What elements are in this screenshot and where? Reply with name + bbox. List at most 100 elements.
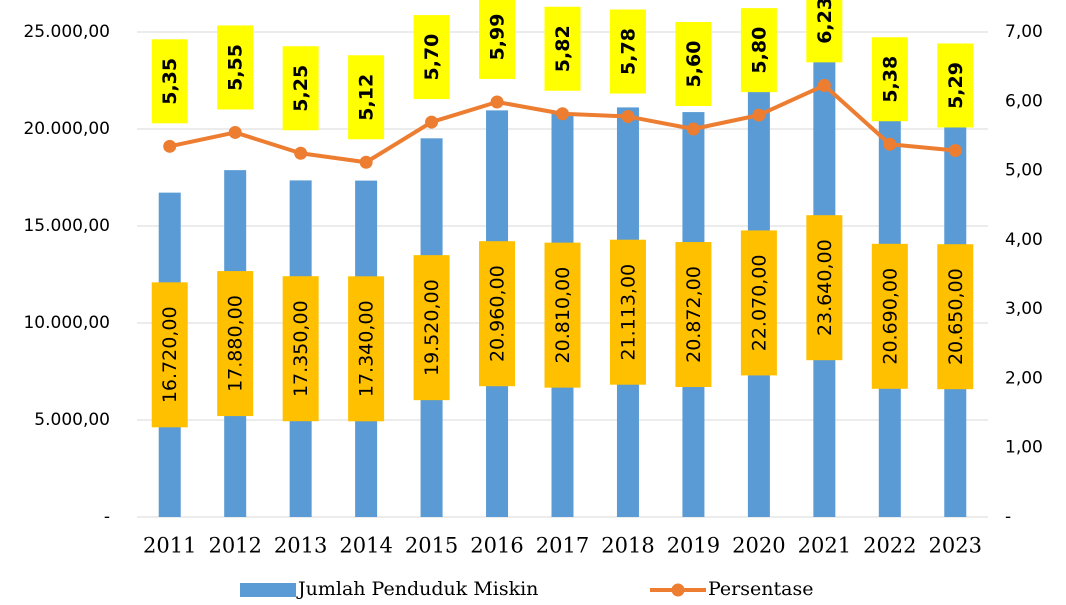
data-label-text: 5,25: [290, 65, 312, 112]
line-marker: [163, 139, 177, 153]
data-label-text: 20.690,00: [879, 268, 901, 365]
data-label: 22.070,00: [740, 230, 777, 376]
data-label-box: [871, 243, 908, 389]
legend-swatch-marker: [671, 583, 685, 597]
legend-label: Persentase: [708, 578, 813, 600]
data-label-text: 5,78: [617, 28, 639, 75]
data-label-box: [806, 215, 843, 361]
data-label-text: 19.520,00: [421, 279, 443, 376]
data-label-text: 5,38: [879, 56, 901, 103]
x-tick-label: 2018: [601, 534, 654, 558]
data-label: 5,99: [479, 0, 516, 79]
y2-tick-label: 6,00: [1005, 91, 1043, 111]
x-tick-label: 2014: [339, 534, 392, 558]
x-tick-label: 2016: [470, 534, 523, 558]
data-label-text: 20.872,00: [683, 266, 705, 363]
data-label: 16.720,00: [151, 282, 188, 428]
data-label-box: [151, 282, 188, 428]
data-label-text: 5,99: [487, 14, 509, 61]
x-tick-label: 2011: [143, 534, 196, 558]
legend-label: Jumlah Penduduk Miskin: [296, 578, 538, 600]
x-tick-label: 2015: [405, 534, 458, 558]
data-label-box: [348, 55, 385, 140]
y2-tick-label: 2,00: [1005, 368, 1043, 388]
data-label-box: [413, 255, 450, 401]
line-marker: [228, 125, 242, 139]
legend-swatch: [240, 583, 296, 597]
data-label-box: [544, 6, 581, 91]
y-tick-label: 15.000,00: [23, 216, 110, 236]
data-label: 21.113,00: [609, 239, 646, 385]
data-label-box: [937, 43, 974, 128]
data-label: 5,78: [609, 9, 646, 94]
data-label-text: 5,55: [225, 44, 247, 91]
data-label-box: [544, 242, 581, 388]
x-tick-label: 2020: [732, 534, 785, 558]
data-label-box: [806, 0, 843, 63]
data-label: 5,29: [937, 43, 974, 128]
line-marker: [686, 122, 700, 136]
data-label: 5,38: [871, 37, 908, 122]
y-tick-label: 10.000,00: [23, 313, 110, 333]
x-tick-label: 2021: [798, 534, 851, 558]
line-marker: [490, 95, 504, 109]
data-label-text: 17.880,00: [225, 295, 247, 392]
data-label-box: [348, 276, 385, 422]
data-label-box: [609, 239, 646, 385]
data-label: 17.350,00: [282, 276, 319, 422]
data-label-box: [151, 39, 188, 124]
data-label: 17.340,00: [348, 276, 385, 422]
data-label-text: 20.650,00: [945, 268, 967, 365]
line-marker: [294, 146, 308, 160]
data-label: 19.520,00: [413, 255, 450, 401]
data-label-box: [479, 0, 516, 79]
data-label-text: 17.350,00: [290, 300, 312, 397]
data-label-text: 5,80: [748, 27, 770, 74]
data-label-box: [282, 46, 319, 131]
line-marker: [752, 108, 766, 122]
line-marker: [425, 115, 439, 129]
data-label: 17.880,00: [217, 271, 254, 417]
data-label: 5,35: [151, 39, 188, 124]
data-label-box: [740, 8, 777, 93]
line-marker: [948, 143, 962, 157]
data-label: 20.810,00: [544, 242, 581, 388]
line-marker: [621, 110, 635, 124]
data-label-box: [413, 15, 450, 100]
data-label: 5,80: [740, 8, 777, 93]
data-label-text: 5,35: [159, 58, 181, 105]
data-label-box: [217, 271, 254, 417]
data-label: 20.690,00: [871, 243, 908, 389]
data-label-text: 5,82: [552, 25, 574, 72]
data-label: 6,23: [806, 0, 843, 63]
data-label-text: 16.720,00: [159, 306, 181, 403]
data-label-box: [937, 244, 974, 390]
line-marker: [817, 78, 831, 92]
x-tick-label: 2017: [536, 534, 589, 558]
x-tick-label: 2023: [929, 534, 982, 558]
line-marker: [359, 155, 373, 169]
data-label-text: 5,29: [945, 62, 967, 109]
x-tick-label: 2013: [274, 534, 327, 558]
data-label-text: 23.640,00: [814, 239, 836, 336]
data-label-text: 5,12: [356, 74, 378, 121]
data-label-box: [217, 25, 254, 110]
y-tick-label: 5.000,00: [34, 410, 110, 430]
x-tick-label: 2019: [667, 534, 720, 558]
x-tick-label: 2022: [863, 534, 916, 558]
x-tick-label: 2012: [208, 534, 261, 558]
line-marker: [556, 107, 569, 121]
data-label-text: 5,60: [683, 41, 705, 88]
y-tick-label: 20.000,00: [23, 119, 110, 139]
data-label-text: 20.810,00: [552, 267, 574, 364]
data-label: 5,70: [413, 15, 450, 100]
data-label-text: 17.340,00: [356, 300, 378, 397]
y2-tick-label: 4,00: [1005, 230, 1043, 250]
y-tick-label: 25.000,00: [23, 22, 110, 42]
data-label-text: 6,23: [814, 0, 836, 44]
data-label: 5,82: [544, 6, 581, 91]
line-marker: [883, 137, 897, 151]
data-label-text: 5,70: [421, 34, 443, 81]
y2-tick-label: 1,00: [1005, 438, 1043, 458]
